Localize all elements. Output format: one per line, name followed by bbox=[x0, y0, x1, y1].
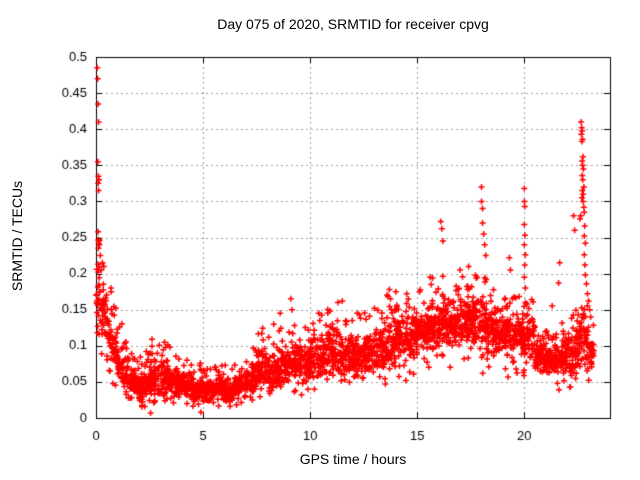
x-axis-label: GPS time / hours bbox=[299, 451, 407, 467]
chart-title: Day 075 of 2020, SRMTID for receiver cpv… bbox=[217, 16, 489, 32]
y-axis-label: SRMTID / TECUs bbox=[9, 180, 25, 292]
